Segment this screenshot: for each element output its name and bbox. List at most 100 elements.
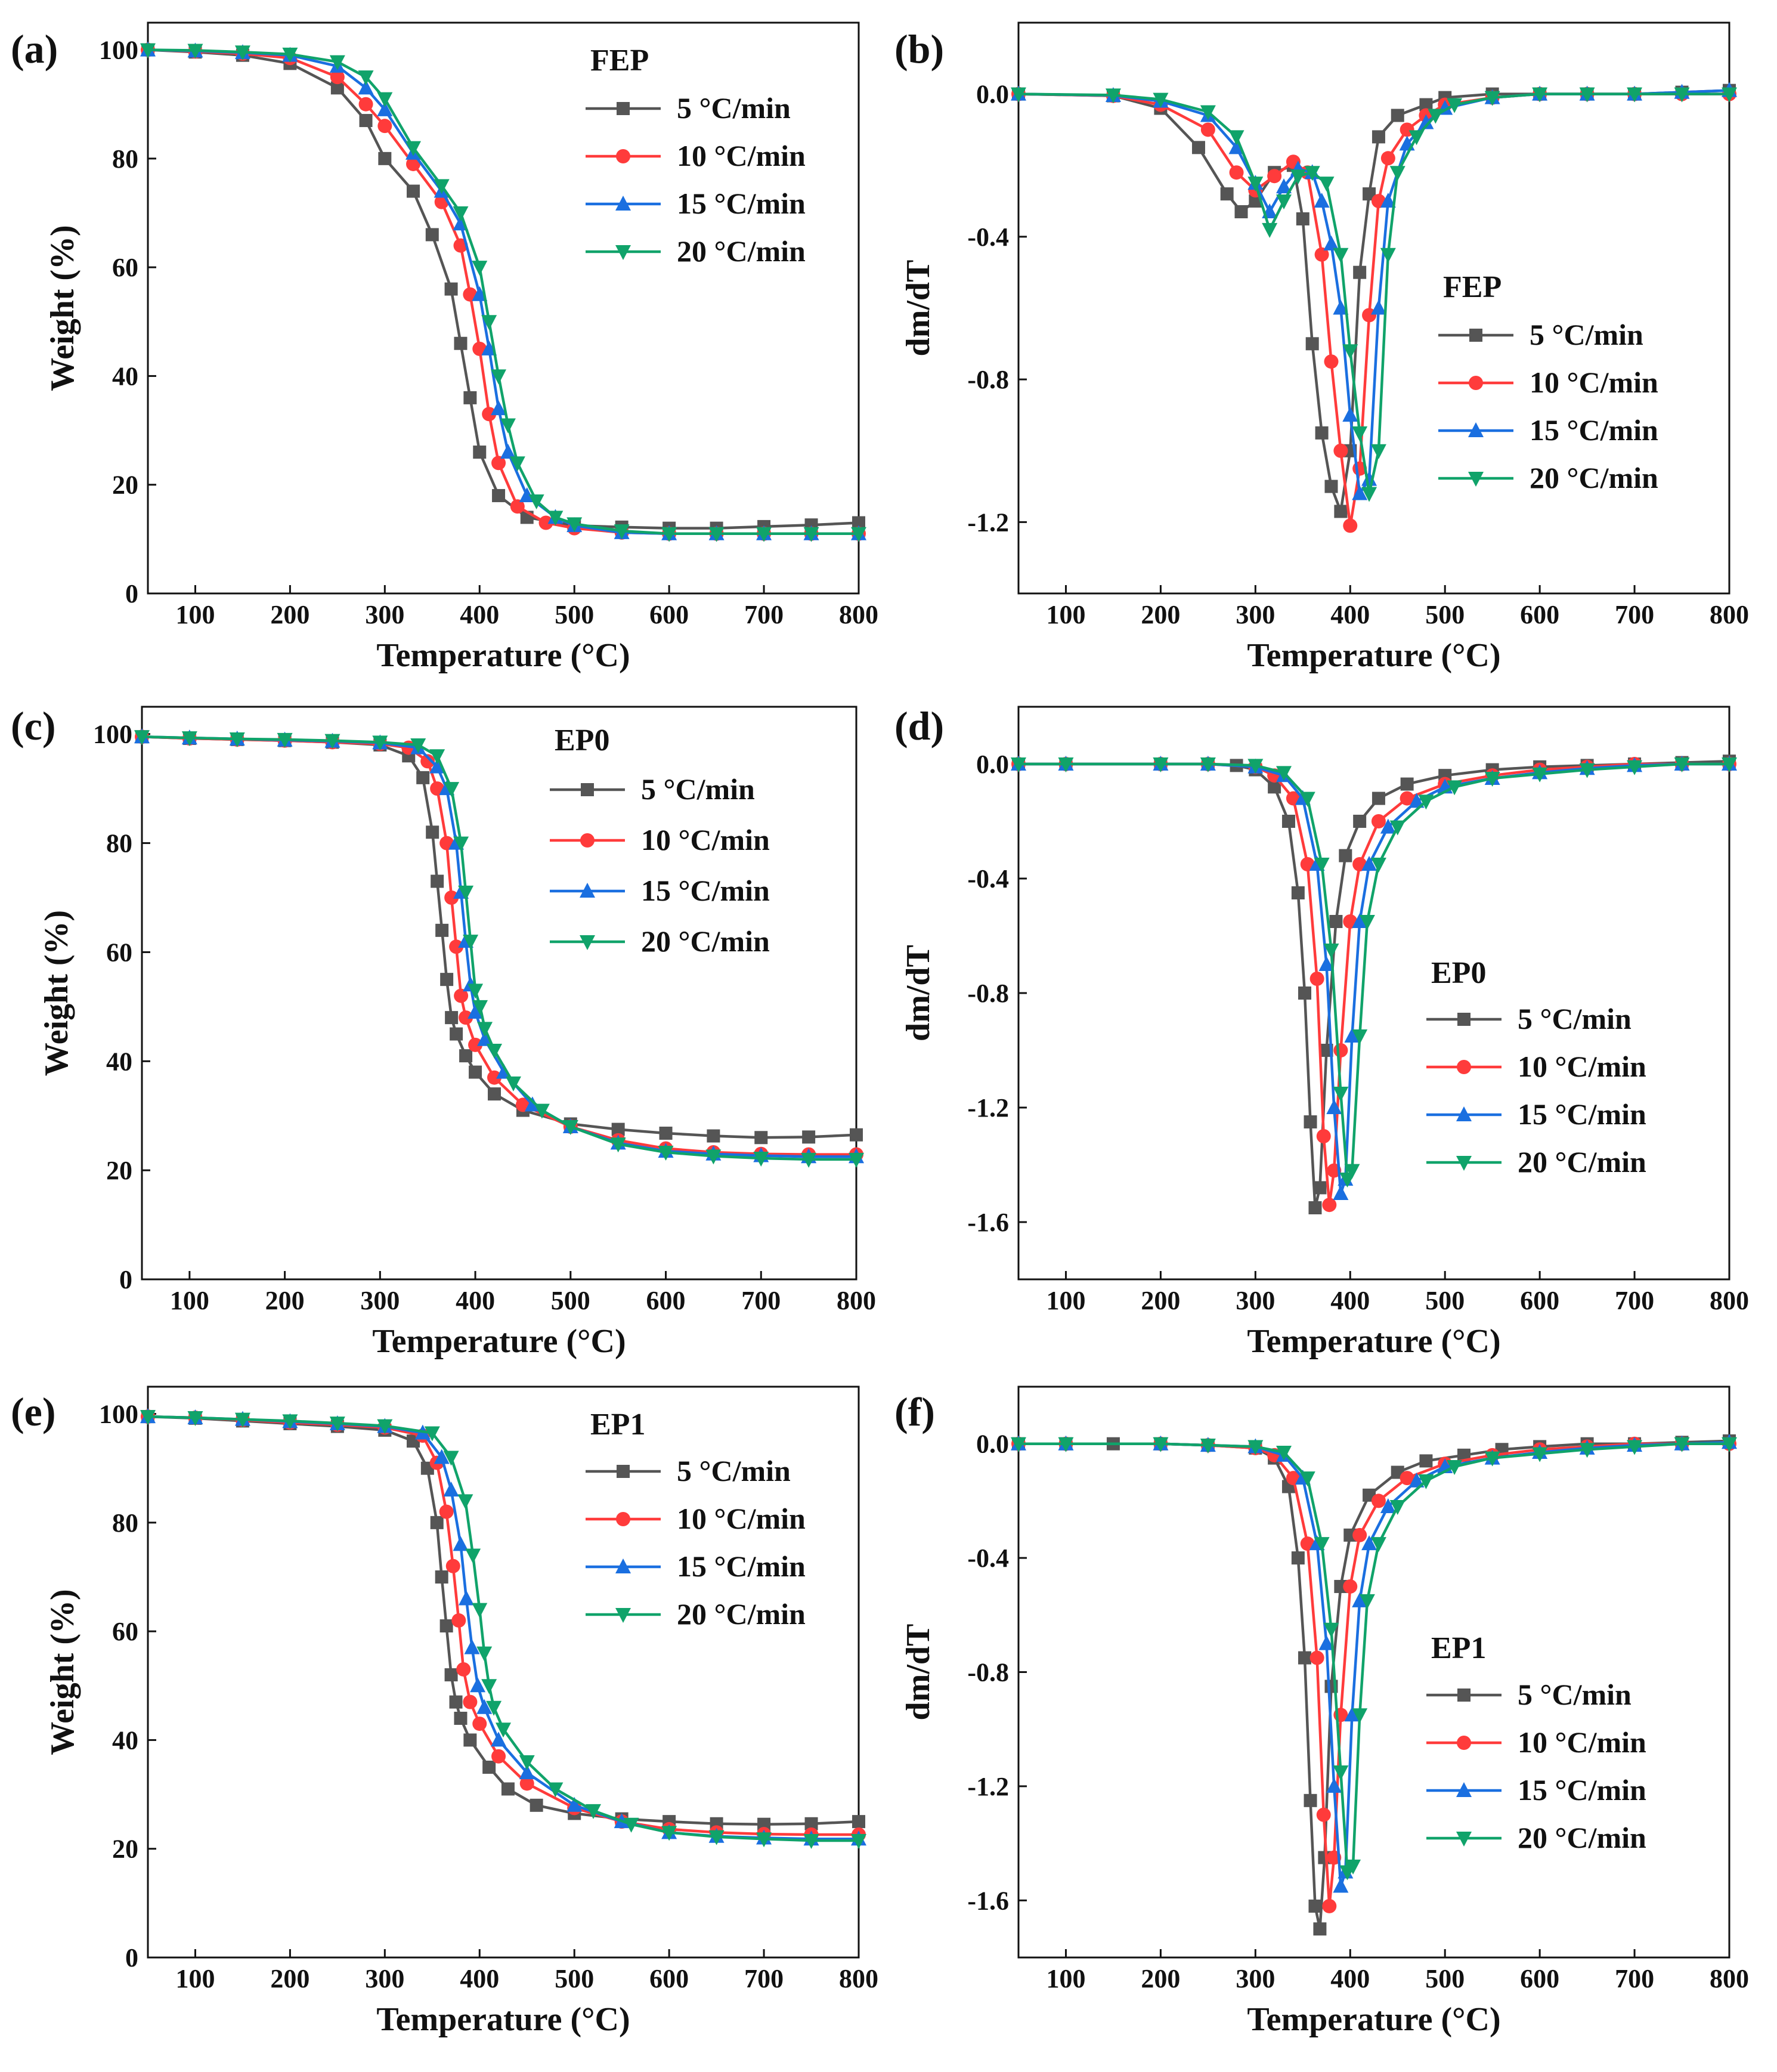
x-tick-label: 800	[839, 1964, 878, 1993]
data-point	[407, 184, 420, 198]
data-point	[1370, 858, 1386, 873]
series-line	[1018, 762, 1729, 1181]
x-tick-label: 700	[744, 1964, 784, 1993]
data-point	[1722, 87, 1737, 103]
data-point	[849, 1152, 864, 1168]
data-point	[487, 1044, 503, 1059]
x-tick-label: 200	[1141, 600, 1180, 629]
data-point	[459, 1590, 475, 1606]
x-tick-label: 700	[744, 600, 784, 629]
y-tick-label: 0	[119, 1265, 132, 1294]
data-point	[1333, 1878, 1349, 1893]
data-point	[181, 731, 197, 747]
x-tick-label: 300	[365, 600, 404, 629]
data-point	[1228, 130, 1244, 146]
y-tick-label: -0.4	[967, 864, 1009, 893]
x-tick-label: 400	[460, 1964, 499, 1993]
x-axis-label: Temperature (°C)	[1247, 637, 1500, 674]
data-point	[530, 1798, 543, 1812]
data-point	[1322, 1198, 1337, 1213]
data-point	[1247, 1440, 1264, 1455]
data-point	[1532, 87, 1548, 103]
data-point	[1318, 1635, 1335, 1650]
x-axis-label: Temperature (°C)	[376, 2001, 630, 2038]
data-point	[377, 92, 393, 107]
data-point	[463, 935, 479, 950]
data-point	[434, 1449, 450, 1464]
data-point	[1313, 1922, 1327, 1936]
data-point	[1418, 1474, 1434, 1489]
data-point	[1299, 1471, 1315, 1487]
data-point	[329, 55, 345, 70]
data-point	[444, 890, 459, 905]
data-point	[1011, 757, 1026, 772]
data-point	[453, 206, 469, 221]
data-point	[1305, 337, 1319, 351]
data-point	[282, 47, 298, 63]
data-point	[1352, 1592, 1368, 1607]
data-point	[416, 771, 430, 784]
data-point	[1342, 406, 1358, 422]
data-point	[450, 1027, 463, 1041]
data-point	[1722, 1437, 1737, 1452]
legend-label: 20 °C/min	[1530, 461, 1658, 494]
data-point	[1352, 913, 1368, 928]
data-point	[1304, 1793, 1317, 1807]
data-point	[1391, 109, 1404, 122]
data-point	[1359, 1594, 1375, 1609]
data-point	[1247, 177, 1264, 192]
y-tick-label: 40	[112, 361, 138, 391]
data-point	[377, 1419, 393, 1434]
data-point	[482, 407, 497, 422]
data-point	[359, 114, 373, 128]
data-point	[430, 1516, 444, 1529]
data-point	[803, 1834, 819, 1850]
data-point	[509, 456, 525, 472]
plot-frame	[1017, 1386, 1730, 1959]
x-tick-label: 100	[175, 1964, 215, 1993]
data-point	[229, 732, 245, 747]
legend-swatch-marker	[1456, 1106, 1472, 1121]
x-axis-label: Temperature (°C)	[1247, 1323, 1500, 1360]
data-point	[491, 1731, 507, 1747]
legend-label: 15 °C/min	[1518, 1773, 1646, 1807]
y-tick-label: 100	[99, 36, 138, 65]
data-point	[491, 1749, 506, 1764]
y-tick-label: -1.6	[967, 1886, 1009, 1915]
legend-swatch-marker	[615, 245, 631, 260]
series-5-C-min	[1012, 84, 1736, 518]
data-point	[1370, 1537, 1386, 1553]
x-tick-label: 400	[1330, 1964, 1370, 1993]
y-axis-label: Weight (%)	[38, 910, 75, 1076]
y-tick-label: 100	[99, 1400, 138, 1429]
series-20-C-min	[1011, 87, 1737, 502]
y-tick-label: -0.8	[967, 365, 1009, 394]
x-tick-label: 800	[1710, 600, 1749, 629]
data-point	[1579, 1443, 1595, 1458]
data-point	[1674, 757, 1690, 772]
legend-swatch-marker	[617, 102, 630, 115]
data-point	[468, 1004, 484, 1019]
data-point	[754, 1131, 768, 1145]
y-tick-label: 60	[112, 253, 138, 282]
data-point	[802, 1130, 816, 1144]
y-tick-label: 0.0	[976, 80, 1009, 109]
data-point	[454, 1711, 468, 1725]
data-point	[1323, 1622, 1339, 1638]
data-point	[1276, 194, 1292, 210]
data-point	[510, 499, 525, 514]
x-tick-label: 300	[1236, 600, 1275, 629]
data-point	[1314, 1537, 1330, 1553]
data-point	[658, 1145, 674, 1161]
data-point	[439, 1504, 454, 1519]
data-point	[500, 444, 516, 459]
data-point	[566, 1796, 583, 1812]
legend-label: 10 °C/min	[677, 1502, 806, 1535]
y-tick-label: -1.6	[967, 1208, 1009, 1237]
data-point	[1333, 443, 1348, 458]
series-20-C-min	[134, 730, 864, 1168]
data-point	[1674, 1437, 1690, 1452]
data-point	[426, 825, 439, 839]
data-point	[425, 228, 439, 242]
legend-label: 20 °C/min	[1518, 1821, 1646, 1854]
